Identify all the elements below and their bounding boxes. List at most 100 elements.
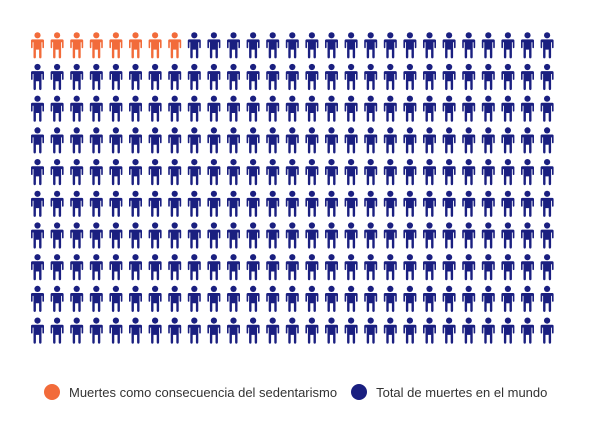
person-icon [148,159,162,186]
person-icon [423,159,436,186]
person-icon [423,285,436,312]
person-icon [285,190,299,217]
person-icon [521,32,534,59]
person-icon [168,190,182,217]
person-icon [344,285,358,312]
person-icon [109,127,123,154]
person-icon [325,63,338,91]
person-icon [364,190,378,217]
person-icon [148,222,162,249]
person-icon [285,63,299,91]
person-icon [521,285,534,312]
person-icon [423,222,436,249]
person-icon [325,285,338,312]
person-icon [129,127,142,154]
person-icon [266,127,280,154]
legend: Muertes como consecuencia del sedentaris… [44,384,547,400]
person-icon [423,317,436,344]
person-icon [31,190,44,217]
person-icon [266,222,280,249]
person-icon [70,159,84,186]
person-icon [540,254,554,281]
person-icon [266,159,280,186]
person-icon [246,317,260,344]
person-icon [50,190,64,217]
person-icon [187,159,201,186]
person-icon [442,95,456,122]
person-icon [227,127,240,154]
person-icon [423,127,436,154]
person-icon [344,317,358,344]
person-icon [462,32,476,59]
person-icon [364,285,378,312]
person-icon [442,32,456,59]
person-icon [501,127,515,154]
person-icon [246,127,260,154]
person-icon [344,32,358,59]
person-icon [89,32,103,59]
person-icon [403,222,417,249]
person-icon [31,127,44,154]
person-icon [501,190,515,217]
person-icon [344,127,358,154]
person-icon [403,254,417,281]
person-icon [364,159,378,186]
person-icon [462,159,476,186]
person-icon [207,317,221,344]
person-icon [148,254,162,281]
person-icon [50,317,64,344]
person-icon [423,254,436,281]
person-icon [266,254,280,281]
person-icon [129,285,142,312]
person-icon [442,159,456,186]
person-icon [540,127,554,154]
person-icon [501,95,515,122]
person-icon [383,63,397,91]
person-icon [383,159,397,186]
person-icon [187,190,201,217]
person-icon [246,190,260,217]
person-icon [31,254,44,281]
person-icon [540,95,554,122]
person-icon [187,317,201,344]
person-icon [540,317,554,344]
person-icon [540,222,554,249]
person-icon [521,317,534,344]
person-icon [383,32,397,59]
person-icon [521,127,534,154]
legend-item-sedentarismo: Muertes como consecuencia del sedentaris… [44,384,337,400]
person-icon [403,127,417,154]
person-icon [89,127,103,154]
person-icon [109,285,123,312]
person-icon [305,159,319,186]
person-icon [89,317,103,344]
person-icon [187,285,201,312]
person-icon [481,317,495,344]
person-icon [129,63,142,91]
person-icon [168,254,182,281]
person-icon [227,63,240,91]
person-icon [442,285,456,312]
person-icon [109,63,123,91]
person-icon [168,127,182,154]
person-icon [344,95,358,122]
person-icon [246,63,260,91]
person-icon [109,95,123,122]
person-icon [344,159,358,186]
person-icon [285,159,299,186]
person-icon [129,159,142,186]
person-icon [383,254,397,281]
person-icon [207,32,221,59]
person-icon [168,222,182,249]
person-icon [403,95,417,122]
person-icon [168,159,182,186]
person-icon [305,285,319,312]
person-icon [50,254,64,281]
person-icon [246,222,260,249]
legend-swatch-navy [351,384,368,400]
person-icon [31,32,44,59]
person-icon [305,127,319,154]
person-icon [305,254,319,281]
person-icon [129,190,142,217]
person-icon [285,32,299,59]
